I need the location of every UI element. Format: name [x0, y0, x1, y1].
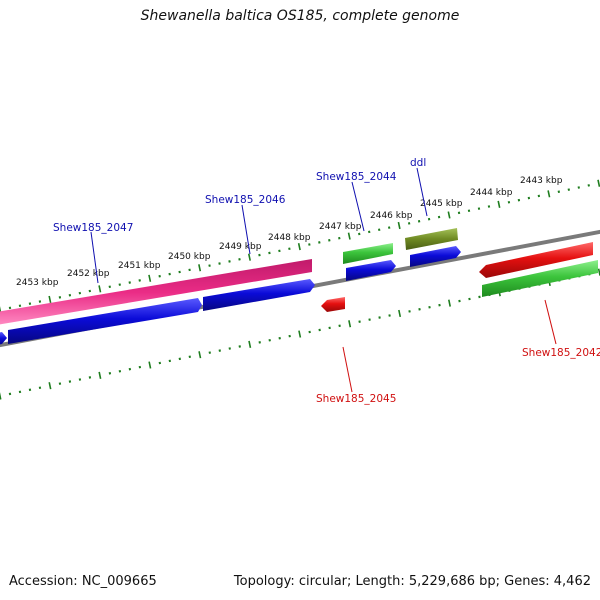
gene-shew185-2044[interactable]	[343, 243, 393, 264]
major-tick	[48, 382, 52, 390]
gene-label-shew185-2046[interactable]: Shew185_2046	[205, 194, 286, 206]
callout-2047	[90, 231, 99, 284]
major-tick	[247, 253, 251, 261]
major-tick	[347, 232, 351, 240]
tick-label-2448: 2448 kbp	[268, 233, 311, 243]
reverse-genes	[321, 242, 598, 312]
map-title: Shewanella baltica OS185, complete genom…	[140, 8, 460, 24]
tick-label-2446: 2446 kbp	[370, 211, 413, 221]
topology-text: Topology: circular; Length: 5,229,686 bp…	[233, 574, 591, 589]
major-tick	[98, 285, 102, 293]
gene-green-reverse[interactable]	[482, 260, 598, 297]
gene-label-shew185-2042[interactable]: Shew185_2042	[522, 347, 600, 359]
gene-shew185-2042[interactable]	[479, 242, 593, 278]
callout-2046	[241, 204, 251, 255]
gene-blue-long-2[interactable]	[203, 279, 315, 311]
major-tick	[198, 351, 202, 359]
gene-label-ddl[interactable]: ddl	[410, 157, 426, 169]
gene-blue-edge[interactable]	[0, 332, 7, 346]
gene-label-shew185-2047[interactable]: Shew185_2047	[53, 222, 133, 234]
major-tick	[298, 330, 302, 338]
major-tick	[597, 179, 600, 187]
tick-label-2451: 2451 kbp	[118, 261, 161, 271]
major-tick	[447, 211, 451, 219]
tick-label-2450: 2450 kbp	[168, 252, 211, 262]
major-tick	[198, 264, 202, 272]
callout-lines	[90, 167, 557, 393]
major-tick	[348, 320, 352, 328]
tick-label-2447: 2447 kbp	[319, 222, 362, 232]
tick-label-2445: 2445 kbp	[420, 199, 463, 209]
tick-label-2453: 2453 kbp	[16, 278, 59, 288]
gene-labels: ddl Shew185_2044 Shew185_2046 Shew185_20…	[53, 157, 600, 405]
major-tick	[547, 190, 551, 198]
major-tick	[148, 274, 152, 282]
major-tick	[497, 200, 501, 208]
major-tick	[297, 243, 301, 251]
callout-2044	[351, 181, 365, 232]
tick-label-2443: 2443 kbp	[520, 176, 563, 186]
tick-labels: 2443 kbp 2444 kbp 2445 kbp 2446 kbp 2447…	[16, 176, 563, 288]
major-tick	[248, 340, 252, 348]
major-tick	[448, 299, 451, 307]
gene-blue-ddl-b[interactable]	[410, 246, 461, 267]
callout-2042	[544, 299, 557, 345]
forward-genes	[0, 228, 461, 346]
major-tick	[48, 295, 52, 304]
accession-text: Accession: NC_009665	[9, 574, 157, 589]
gene-label-shew185-2045[interactable]: Shew185_2045	[316, 393, 396, 405]
tick-label-2449: 2449 kbp	[219, 242, 262, 252]
gene-blue-long-1[interactable]	[8, 298, 202, 344]
major-tick	[0, 392, 2, 400]
major-tick	[398, 309, 402, 318]
major-tick	[397, 221, 401, 230]
gene-blue-2044b[interactable]	[346, 260, 396, 281]
gene-shew185-2045[interactable]	[321, 297, 345, 312]
major-tick	[98, 371, 102, 379]
major-tick	[148, 361, 152, 369]
gene-ddl[interactable]	[405, 228, 458, 250]
callout-2045	[342, 346, 353, 393]
gene-label-shew185-2044[interactable]: Shew185_2044	[316, 171, 397, 183]
tick-label-2452: 2452 kbp	[67, 269, 110, 279]
tick-label-2444: 2444 kbp	[470, 188, 513, 198]
gene-shew185-2047[interactable]	[0, 259, 312, 326]
outer-tick-ring	[0, 179, 600, 314]
callout-ddl	[416, 167, 428, 217]
